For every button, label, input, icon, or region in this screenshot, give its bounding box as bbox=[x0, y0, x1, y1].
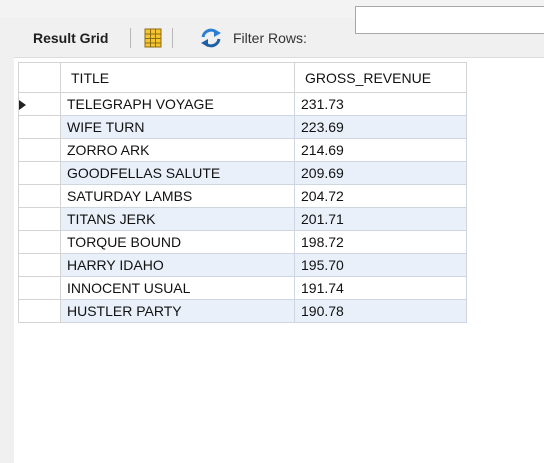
result-table: TITLE GROSS_REVENUE TELEGRAPH VOYAGE 231… bbox=[18, 62, 467, 323]
row-indicator[interactable] bbox=[18, 299, 61, 323]
row-indicator-header bbox=[18, 62, 61, 93]
result-grid-tab[interactable]: Result Grid bbox=[33, 30, 109, 46]
row-indicator[interactable] bbox=[18, 115, 61, 139]
toolbar-separator bbox=[130, 28, 131, 48]
table-row[interactable]: GOODFELLAS SALUTE 209.69 bbox=[18, 161, 467, 185]
row-indicator[interactable] bbox=[18, 276, 61, 300]
row-indicator[interactable] bbox=[18, 184, 61, 208]
table-row[interactable]: TELEGRAPH VOYAGE 231.73 bbox=[18, 92, 467, 116]
cell-title[interactable]: HUSTLER PARTY bbox=[60, 299, 295, 323]
cell-gross-revenue[interactable]: 231.73 bbox=[294, 92, 467, 116]
table-row[interactable]: HARRY IDAHO 195.70 bbox=[18, 253, 467, 277]
column-header-title[interactable]: TITLE bbox=[60, 62, 295, 93]
table-row[interactable]: ZORRO ARK 214.69 bbox=[18, 138, 467, 162]
row-indicator[interactable] bbox=[18, 253, 61, 277]
filter-rows-label: Filter Rows: bbox=[233, 30, 307, 46]
table-header-row: TITLE GROSS_REVENUE bbox=[18, 62, 467, 93]
cell-title[interactable]: WIFE TURN bbox=[60, 115, 295, 139]
row-indicator[interactable] bbox=[18, 230, 61, 254]
filter-rows-input[interactable] bbox=[355, 6, 544, 34]
cell-gross-revenue[interactable]: 191.74 bbox=[294, 276, 467, 300]
cell-title[interactable]: INNOCENT USUAL bbox=[60, 276, 295, 300]
current-row-marker-icon bbox=[19, 100, 26, 111]
window-left-strip bbox=[0, 18, 14, 463]
table-row[interactable]: HUSTLER PARTY 190.78 bbox=[18, 299, 467, 323]
column-header-gross-revenue[interactable]: GROSS_REVENUE bbox=[294, 62, 467, 93]
cell-title[interactable]: TELEGRAPH VOYAGE bbox=[60, 92, 295, 116]
table-row[interactable]: SATURDAY LAMBS 204.72 bbox=[18, 184, 467, 208]
table-row[interactable]: TORQUE BOUND 198.72 bbox=[18, 230, 467, 254]
cell-gross-revenue[interactable]: 214.69 bbox=[294, 138, 467, 162]
refresh-icon[interactable] bbox=[200, 18, 222, 58]
table-row[interactable]: INNOCENT USUAL 191.74 bbox=[18, 276, 467, 300]
row-indicator[interactable] bbox=[18, 92, 61, 116]
row-indicator[interactable] bbox=[18, 138, 61, 162]
cell-gross-revenue[interactable]: 209.69 bbox=[294, 161, 467, 185]
toolbar-separator bbox=[172, 28, 173, 48]
result-grid: TITLE GROSS_REVENUE TELEGRAPH VOYAGE 231… bbox=[14, 58, 544, 463]
cell-title[interactable]: TORQUE BOUND bbox=[60, 230, 295, 254]
cell-gross-revenue[interactable]: 190.78 bbox=[294, 299, 467, 323]
grid-view-icon[interactable] bbox=[144, 18, 162, 58]
cell-title[interactable]: SATURDAY LAMBS bbox=[60, 184, 295, 208]
cell-title[interactable]: HARRY IDAHO bbox=[60, 253, 295, 277]
cell-title[interactable]: GOODFELLAS SALUTE bbox=[60, 161, 295, 185]
cell-gross-revenue[interactable]: 195.70 bbox=[294, 253, 467, 277]
cell-gross-revenue[interactable]: 204.72 bbox=[294, 184, 467, 208]
cell-title[interactable]: ZORRO ARK bbox=[60, 138, 295, 162]
cell-title[interactable]: TITANS JERK bbox=[60, 207, 295, 231]
cell-gross-revenue[interactable]: 198.72 bbox=[294, 230, 467, 254]
row-indicator[interactable] bbox=[18, 207, 61, 231]
table-row[interactable]: TITANS JERK 201.71 bbox=[18, 207, 467, 231]
cell-gross-revenue[interactable]: 201.71 bbox=[294, 207, 467, 231]
cell-gross-revenue[interactable]: 223.69 bbox=[294, 115, 467, 139]
row-indicator[interactable] bbox=[18, 161, 61, 185]
table-row[interactable]: WIFE TURN 223.69 bbox=[18, 115, 467, 139]
